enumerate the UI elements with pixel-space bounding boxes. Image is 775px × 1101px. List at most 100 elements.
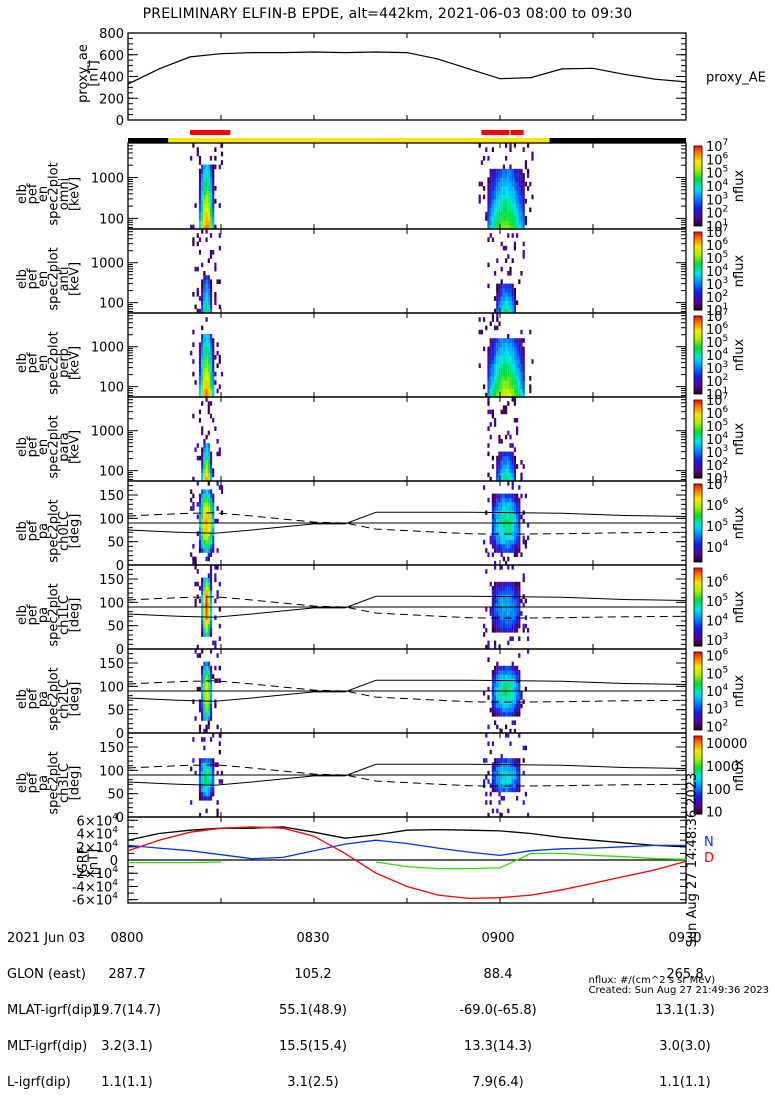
- pa-ch3LC-heatmap-cell: [198, 775, 202, 780]
- spec-perp-heatmap-cell: [507, 342, 510, 347]
- pa-ch2LC-colorbar-cell: [694, 704, 702, 708]
- pa-ch3LC-heatmap-cell: [203, 775, 206, 780]
- spec-para-colorbar-cell: [694, 405, 702, 409]
- spec-perp-heatmap-cell: [205, 355, 208, 360]
- spec-para-heatmap-cell: [522, 464, 525, 469]
- pa-ch1LC-heatmap-cell: [205, 586, 208, 591]
- spec-anti-heatmap-cell: [496, 292, 499, 297]
- spec-omni-heatmap-cell: [489, 211, 492, 217]
- orbit-info-column-0800: 0800 287.7 19.7(14.7) 3.2(3.1) 1.1(1.1): [82, 909, 172, 1101]
- spec-omni-heatmap-cell: [505, 220, 508, 226]
- spec-omni-heatmap-cell: [190, 224, 193, 230]
- spec-perp-heatmap-cell: [205, 367, 208, 373]
- pa-ch0LC-heatmap-cell: [496, 518, 499, 524]
- spec-omni-heatmap-cell: [500, 177, 503, 183]
- pa-ch3LC-heatmap-cell: [205, 787, 208, 793]
- spec-omni-ylabel-line: spec2plot: [46, 162, 61, 225]
- spec-anti-heatmap-cell: [509, 283, 512, 289]
- pa-ch3LC-colorbar-tick: 10: [706, 806, 723, 821]
- spec-para-heatmap-cell: [496, 476, 499, 482]
- spec-omni-heatmap-cell: [214, 164, 217, 170]
- pa-ch2LC-heatmap-cell: [513, 686, 516, 692]
- pa-ch0LC-heatmap-cell: [516, 502, 519, 507]
- spec-para-colorbar-cell: [694, 444, 702, 448]
- spec-para-heatmap-cell: [212, 418, 215, 423]
- pa-ch3LC-heatmap-cell: [203, 745, 206, 751]
- spec-perp-heatmap-cell: [505, 342, 508, 347]
- spec-anti-heatmap-cell: [496, 258, 499, 263]
- spec-perp-heatmap-cell: [214, 371, 217, 377]
- pa-ch0LC-heatmap-cell: [205, 556, 208, 562]
- spec-perp-heatmap-cell: [494, 376, 497, 381]
- pa-ch3LC-heatmap-cell: [203, 762, 206, 767]
- spec-perp-heatmap-cell: [529, 388, 532, 394]
- pa-ch0LC-heatmap-cell: [507, 556, 510, 562]
- spec-omni-heatmap-cell: [198, 155, 202, 161]
- spec-para-heatmap-cell: [502, 468, 505, 473]
- pa-ch2LC-heatmap-cell: [209, 670, 213, 675]
- pa-ch0LC-colorbar-title-text: nflux: [732, 507, 747, 540]
- spec-para-heatmap-cell: [216, 439, 219, 444]
- spec-para-heatmap-cell: [509, 455, 512, 461]
- pa-ch0LC-heatmap-cell: [198, 497, 202, 503]
- pa-ch1LC-colorbar-cell: [694, 634, 702, 637]
- spec-omni-heatmap-cell: [207, 194, 210, 200]
- pa-ch1LC-heatmap-cell: [511, 636, 514, 641]
- spec-perp-heatmap-cell: [511, 392, 514, 398]
- pa-ch3LC-colorbar-cell: [694, 778, 702, 782]
- spec-anti-heatmap-cell: [498, 287, 501, 293]
- spec-para-heatmap-cell: [505, 460, 508, 465]
- pa-ch3LC-heatmap-cell: [483, 779, 486, 784]
- spec-para-heatmap-cell: [207, 451, 210, 457]
- pa-ch1LC-heatmap-cell: [509, 619, 512, 625]
- pa-ch1LC-ylabel-line: spec2plot: [46, 583, 61, 646]
- pa-ch0LC-heatmap-cell: [522, 518, 525, 524]
- spec-omni-heatmap-cell: [513, 203, 516, 208]
- pa-ch2LC-heatmap-cell: [209, 682, 213, 688]
- spec-omni-heatmap-cell: [212, 186, 215, 191]
- pa-ch2LC-heatmap-cell: [201, 703, 204, 709]
- spec-para-colorbar-cell: [694, 470, 702, 473]
- pa-ch1LC-heatmap-cell: [496, 607, 499, 612]
- pa-ch3LC-heatmap-cell: [205, 796, 208, 801]
- pa-ch0LC-heatmap-cell: [207, 497, 210, 503]
- pa-ch1LC-heatmap-cell: [207, 586, 210, 591]
- pa-ch0LC-heatmap-cell: [509, 518, 512, 524]
- spec-omni-heatmap-cell: [505, 155, 508, 161]
- pa-ch2LC-heatmap-cell: [205, 674, 208, 679]
- pa-ch0LC-heatmap-cell: [505, 560, 508, 566]
- spec-omni-heatmap-cell: [496, 203, 499, 208]
- info-mlat: -69.0(-65.8): [459, 1003, 537, 1018]
- pa-ch2LC-heatmap-cell: [198, 707, 202, 713]
- spec-para-heatmap-cell: [498, 464, 501, 469]
- pa-ch2LC-heatmap-cell: [496, 691, 499, 696]
- spec-perp-heatmap-cell: [483, 346, 486, 352]
- spec-omni-heatmap-cell: [205, 168, 208, 174]
- spec-perp-heatmap-cell: [209, 367, 213, 373]
- pa-ch3LC-heatmap-cell: [205, 791, 208, 797]
- pa-ch0LC-heatmap-cell: [212, 518, 215, 524]
- pa-ch0LC-heatmap-cell: [507, 502, 510, 507]
- footer-units: nflux: #/(cm^2 s sr MeV): [588, 975, 716, 986]
- pa-ch2LC-heatmap-cell: [513, 682, 516, 688]
- pa-ch0LC-colorbar-tick-exp: 7: [723, 476, 729, 486]
- pa-ch0LC-heatmap-cell: [500, 523, 503, 528]
- spec-omni-ylabel-line: elb: [15, 184, 30, 204]
- spec-omni-heatmap-cell: [205, 207, 208, 213]
- igrf-legend-n: N: [704, 835, 714, 850]
- spec-para-heatmap-cell: [487, 401, 490, 406]
- spec-para-colorbar-cell: [694, 421, 702, 424]
- spec-perp-heatmap-cell: [212, 388, 215, 394]
- spec-perp-heatmap-cell: [511, 346, 514, 352]
- spec-anti-heatmap-cell: [509, 300, 512, 305]
- spec-para-heatmap-cell: [203, 455, 206, 461]
- pa-ch2LC-colorbar-cell: [694, 710, 702, 713]
- pa-ch1LC-heatmap-cell: [212, 640, 215, 646]
- spec-perp-heatmap-cell: [509, 388, 512, 394]
- spec-para-heatmap-cell: [203, 443, 206, 448]
- spec-perp-heatmap-cell: [518, 355, 521, 360]
- pa-ch2LC-colorbar-cell: [694, 724, 702, 727]
- pa-ch3LC-heatmap-cell: [203, 737, 206, 742]
